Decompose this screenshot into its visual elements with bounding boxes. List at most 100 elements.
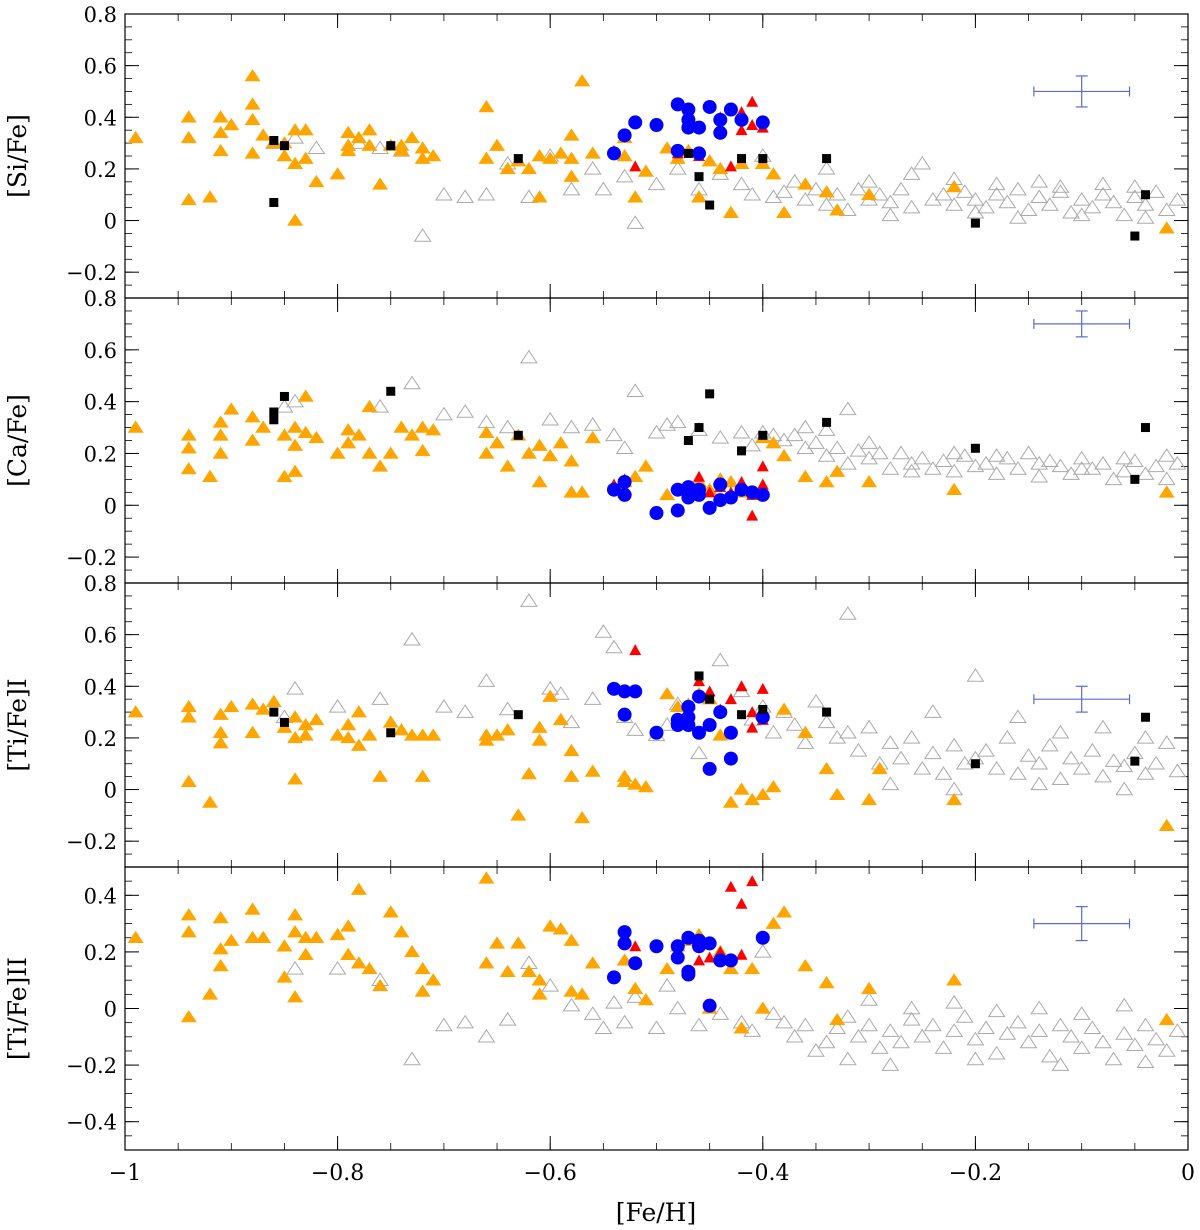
black-square-point (1130, 474, 1140, 484)
orange-triangle-point (765, 916, 782, 929)
black-square-point (705, 694, 715, 704)
field-star-point (668, 414, 687, 429)
orange-triangle-point (297, 718, 314, 731)
orange-triangle-point (478, 99, 495, 113)
field-star-point (1008, 766, 1027, 780)
field-star-point (1094, 176, 1112, 191)
blue-circle-point (628, 956, 643, 971)
field-star-point (785, 717, 804, 731)
field-star-point (1157, 202, 1176, 216)
orange-triangle-point (276, 149, 293, 162)
orange-triangle-point (563, 454, 580, 467)
orange-triangle-point (489, 936, 506, 949)
field-star-point (1030, 173, 1049, 188)
orange-triangle-point (361, 446, 378, 459)
orange-triangle-point (722, 205, 739, 219)
blue-circle-point (617, 936, 632, 951)
orange-triangle-point (287, 213, 304, 226)
field-star-point (743, 437, 762, 452)
field-star-point (838, 202, 857, 216)
blue-circle-point (702, 998, 717, 1013)
field-star-point (987, 1045, 1006, 1060)
orange-triangle-point (212, 125, 229, 139)
black-square-point (1140, 712, 1150, 722)
field-star-point (1083, 199, 1102, 214)
orange-triangle-point (414, 728, 431, 741)
orange-triangle-point (584, 146, 601, 159)
field-star-point (1104, 1051, 1123, 1066)
field-star-point (913, 760, 932, 775)
field-star-point (477, 1028, 496, 1043)
blue-circle-point (692, 146, 707, 161)
orange-triangle-point (308, 930, 325, 943)
field-star-point (668, 160, 687, 175)
red-triangle-point (756, 460, 769, 472)
field-star-point (1136, 766, 1155, 780)
orange-triangle-point (127, 930, 144, 943)
orange-triangle-point (180, 441, 197, 454)
field-star-point (371, 691, 390, 705)
orange-triangle-point (287, 990, 304, 1003)
orange-triangle-point (691, 190, 708, 203)
field-star-point (775, 1014, 793, 1029)
field-star-point (307, 140, 326, 155)
orange-triangle-point (212, 446, 229, 459)
orange-triangle-point (818, 474, 835, 488)
black-square-point (513, 710, 523, 720)
field-star-point (456, 404, 475, 418)
field-star-point (807, 1043, 825, 1057)
field-star-point (860, 992, 879, 1006)
blue-circle-point (670, 97, 685, 112)
field-star-point (881, 461, 900, 475)
orange-triangle-point (276, 469, 293, 483)
orange-triangle-point (797, 177, 814, 190)
orange-triangle-point (414, 141, 431, 154)
orange-triangle-point (542, 919, 559, 932)
field-star-point (977, 1020, 995, 1035)
blue-circle-point (606, 681, 621, 696)
y-tick-label: −0.2 (66, 1054, 117, 1078)
orange-triangle-point (829, 1012, 846, 1026)
orange-triangle-point (212, 736, 229, 749)
orange-triangle-point (350, 705, 367, 718)
blue-circle-point (670, 712, 685, 727)
field-star-point (1157, 735, 1176, 749)
orange-triangle-point (616, 149, 633, 162)
field-star-point (913, 1028, 932, 1043)
field-star-point (902, 199, 921, 214)
field-star-point (945, 994, 964, 1009)
red-triangle-point (703, 486, 716, 498)
orange-triangle-point (127, 130, 144, 144)
field-star-point (328, 960, 347, 975)
orange-triangle-point (574, 987, 591, 1000)
orange-triangle-point (297, 425, 314, 438)
orange-triangle-point (946, 482, 963, 495)
field-star-point (1115, 997, 1134, 1012)
field-star-point (371, 140, 390, 155)
blue-circle-point (628, 684, 643, 699)
orange-triangle-point (520, 767, 537, 780)
field-star-point (817, 448, 836, 462)
field-star-point (966, 204, 985, 219)
field-star-point (1115, 463, 1134, 478)
field-star-point (732, 424, 751, 439)
y-tick-label: 0.8 (84, 572, 117, 596)
field-star-point (275, 398, 294, 413)
field-star-point (1157, 471, 1176, 486)
field-star-point (456, 1014, 475, 1029)
field-star-point (966, 191, 985, 206)
black-square-point (1140, 423, 1150, 433)
field-star-point (626, 383, 645, 398)
red-triangle-point (629, 160, 642, 172)
orange-triangle-point (744, 792, 761, 806)
blue-circle-point (713, 705, 728, 720)
black-square-point (970, 443, 980, 453)
field-star-point (668, 1000, 687, 1015)
orange-triangle-point (127, 705, 144, 718)
red-triangle-point (756, 478, 769, 490)
field-star-point (817, 422, 836, 436)
red-triangle-point (746, 119, 759, 131)
blue-circle-point (723, 725, 738, 740)
orange-triangle-point (287, 438, 304, 451)
blue-circle-point (745, 485, 760, 500)
